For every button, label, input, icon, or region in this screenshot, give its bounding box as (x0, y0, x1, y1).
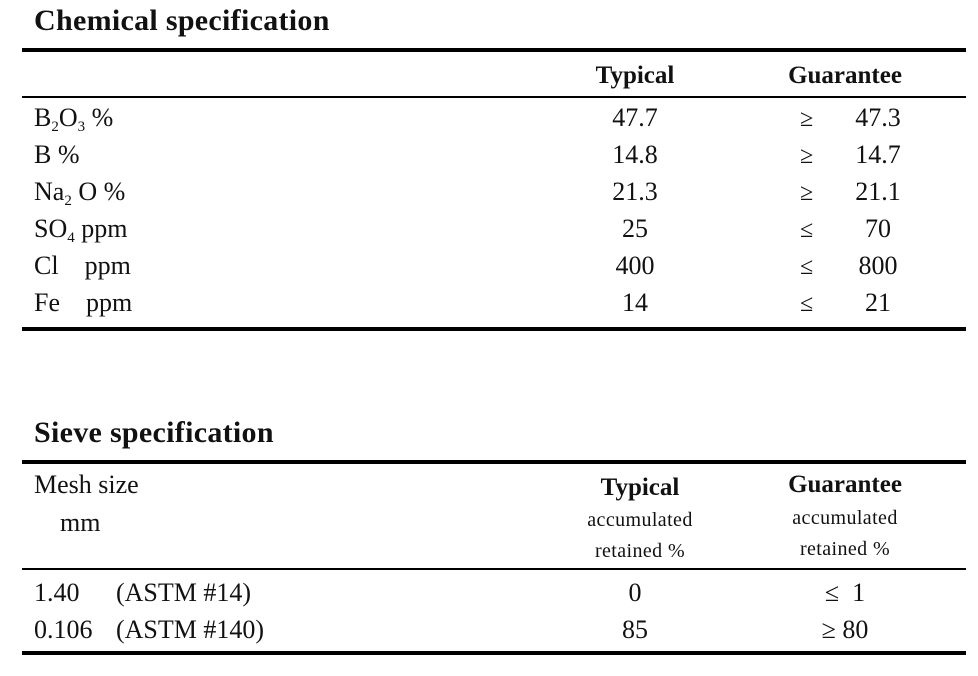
sieve-astm: (ASTM #14) (116, 578, 252, 607)
chemical-param-text: % (85, 103, 114, 132)
chemical-param: Na2 O % (34, 177, 126, 209)
sieve-bottom-rule (22, 651, 966, 655)
chemical-operator: ≤ (800, 217, 814, 243)
sieve-top-rule (22, 460, 966, 464)
chemical-guarantee-value: 70 (865, 214, 891, 243)
chemical-param-text: Na (34, 177, 65, 206)
sieve-col-mesh-unit: mm (60, 508, 101, 537)
chemical-param-subscript: 3 (77, 119, 86, 135)
chemical-spec-title: Chemical specification (34, 4, 330, 37)
chemical-param: Fe ppm (34, 290, 132, 316)
chemical-param-text: SO (34, 214, 68, 243)
chemical-typical-value: 14 (622, 288, 648, 317)
sieve-astm: (ASTM #140) (116, 615, 265, 644)
sieve-col-guarantee: Guarantee (788, 471, 902, 498)
sieve-col-typical: Typical (600, 474, 680, 501)
chemical-top-rule (22, 48, 966, 52)
chemical-param-subscript: 2 (64, 193, 72, 209)
sieve-header-rule (22, 568, 966, 570)
chemical-param-text: B % (34, 140, 80, 169)
chemical-param-text: Cl ppm (34, 251, 131, 280)
sieve-typical-value: 85 (622, 615, 648, 644)
chemical-header-rule (22, 96, 966, 98)
chemical-operator: ≤ (800, 291, 814, 317)
chemical-param: Cl ppm (34, 253, 131, 279)
sieve-typical-value: 0 (628, 578, 642, 607)
chemical-guarantee-value: 800 (858, 251, 898, 280)
sieve-size: 0.106 (34, 615, 93, 644)
chemical-param-text: O % (71, 177, 126, 206)
chemical-param-text: O (58, 103, 78, 132)
chemical-param-text: B (34, 103, 52, 132)
chemical-param-subscript: 4 (67, 230, 75, 246)
sieve-guarantee-sub1: accumulated (792, 507, 898, 529)
sieve-spec-title: Sieve specification (34, 416, 274, 449)
chemical-param: B2O3 % (34, 103, 114, 135)
chemical-col-guarantee: Guarantee (788, 62, 902, 89)
sieve-typical-sub2: retained % (594, 540, 686, 562)
chemical-param: B % (34, 142, 80, 168)
sieve-size: 1.40 (34, 578, 80, 607)
chemical-typical-value: 400 (615, 251, 655, 280)
chemical-guarantee-value: 47.3 (855, 103, 901, 132)
chemical-typical-value: 21.3 (612, 177, 658, 206)
chemical-bottom-rule (22, 327, 966, 331)
chemical-param-subscript: 2 (51, 119, 59, 135)
sieve-guarantee-value: ≥ 80 (821, 615, 869, 644)
chemical-col-typical: Typical (595, 62, 675, 89)
chemical-guarantee-value: 14.7 (855, 140, 901, 169)
chemical-operator: ≥ (800, 180, 814, 206)
chemical-param-text: Fe ppm (34, 288, 133, 317)
sieve-guarantee-value: ≤ 1 (824, 578, 866, 607)
chemical-guarantee-value: 21 (865, 288, 891, 317)
sieve-typical-sub1: accumulated (587, 509, 693, 531)
chemical-operator: ≥ (800, 106, 814, 132)
chemical-guarantee-value: 21.1 (855, 177, 901, 206)
chemical-typical-value: 47.7 (612, 103, 658, 132)
chemical-typical-value: 25 (622, 214, 648, 243)
chemical-operator: ≥ (800, 143, 814, 169)
chemical-param-text: ppm (74, 214, 128, 243)
sieve-guarantee-sub2: retained % (799, 538, 891, 560)
chemical-operator: ≤ (800, 254, 814, 280)
sieve-col-mesh: Mesh size (34, 470, 139, 499)
chemical-param: SO4 ppm (34, 214, 128, 246)
chemical-typical-value: 14.8 (612, 140, 658, 169)
